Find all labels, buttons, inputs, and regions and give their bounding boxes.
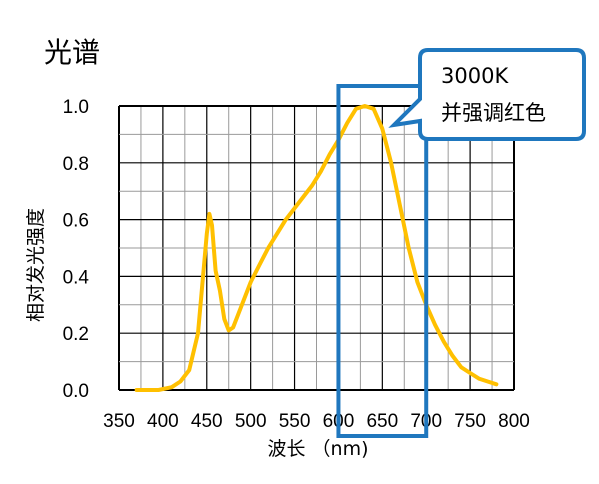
y-tick-label: 0.8	[63, 154, 89, 175]
spectrum-line	[134, 104, 499, 392]
y-axis-label: 相对发光强度	[25, 208, 47, 322]
callout-box	[388, 48, 586, 141]
annotation-line1: 3000K	[441, 64, 509, 88]
x-axis-label: 波长 （nm)	[267, 438, 368, 460]
x-tick-label: 400	[147, 411, 179, 432]
y-tick-label: 0.4	[63, 267, 90, 288]
grid	[118, 105, 515, 391]
annotation-line2: 并强调红色	[441, 101, 546, 125]
y-tick-label: 1.0	[63, 97, 89, 118]
y-tick-label: 0.2	[63, 324, 89, 345]
x-tick-label: 350	[103, 411, 135, 432]
x-tick-labels: 350 400 450 500 550 600 650 700 750 800	[103, 411, 530, 432]
chart-title: 光谱	[44, 36, 100, 69]
x-tick-label: 450	[191, 411, 223, 432]
y-tick-label: 0.6	[63, 211, 89, 232]
y-tick-label: 0.0	[63, 381, 89, 402]
annotation-callout: 3000K 并强调红色	[388, 48, 586, 141]
x-tick-label: 650	[366, 411, 398, 432]
x-tick-label: 550	[279, 411, 311, 432]
x-tick-label: 800	[498, 411, 530, 432]
y-tick-labels: 0.0 0.2 0.4 0.6 0.8 1.0	[63, 97, 90, 402]
x-tick-label: 500	[235, 411, 267, 432]
red-band-highlight	[336, 84, 429, 438]
x-tick-label: 750	[454, 411, 486, 432]
